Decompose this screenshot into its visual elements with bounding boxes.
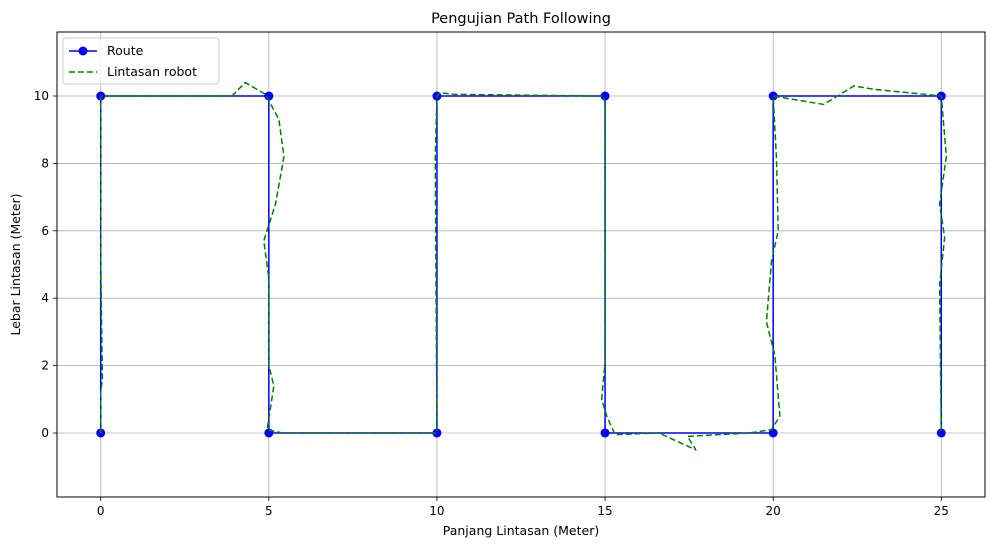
robot-path-line — [99, 81, 948, 451]
y-tick-label: 0 — [41, 426, 49, 440]
route-marker — [768, 428, 778, 438]
legend-box — [62, 37, 220, 85]
y-tick-label: 8 — [41, 156, 49, 170]
y-axis-label: Lebar Lintasan (Meter) — [8, 193, 23, 335]
legend: Route Lintasan robot — [62, 37, 220, 85]
y-tick-label: 6 — [41, 224, 49, 238]
route-marker — [936, 428, 946, 438]
x-axis-label: Panjang Lintasan (Meter) — [443, 523, 599, 538]
x-tick-label: 5 — [265, 504, 273, 518]
x-tick-label: 15 — [597, 504, 612, 518]
route-marker — [432, 428, 442, 438]
chart-title: Pengujian Path Following — [431, 11, 611, 27]
route-marker — [600, 91, 610, 101]
legend-route-marker — [78, 46, 88, 56]
route-line — [99, 95, 943, 434]
legend-route-label: Route — [107, 43, 144, 58]
x-tick-label: 0 — [97, 504, 105, 518]
route-marker — [600, 428, 610, 438]
plot-frame — [56, 31, 986, 498]
y-tick-label: 2 — [41, 359, 49, 373]
plot-area — [96, 81, 948, 451]
route-marker — [768, 91, 778, 101]
x-tick-label: 20 — [766, 504, 781, 518]
x-tick-label: 10 — [429, 504, 444, 518]
x-tick-label: 25 — [934, 504, 949, 518]
legend-robot-label: Lintasan robot — [107, 64, 197, 79]
y-tick-label: 4 — [41, 291, 49, 305]
ticks: 0 5 10 15 20 25 0 2 4 6 8 10 — [34, 89, 949, 518]
route-marker — [264, 91, 274, 101]
y-tick-label: 10 — [34, 89, 49, 103]
